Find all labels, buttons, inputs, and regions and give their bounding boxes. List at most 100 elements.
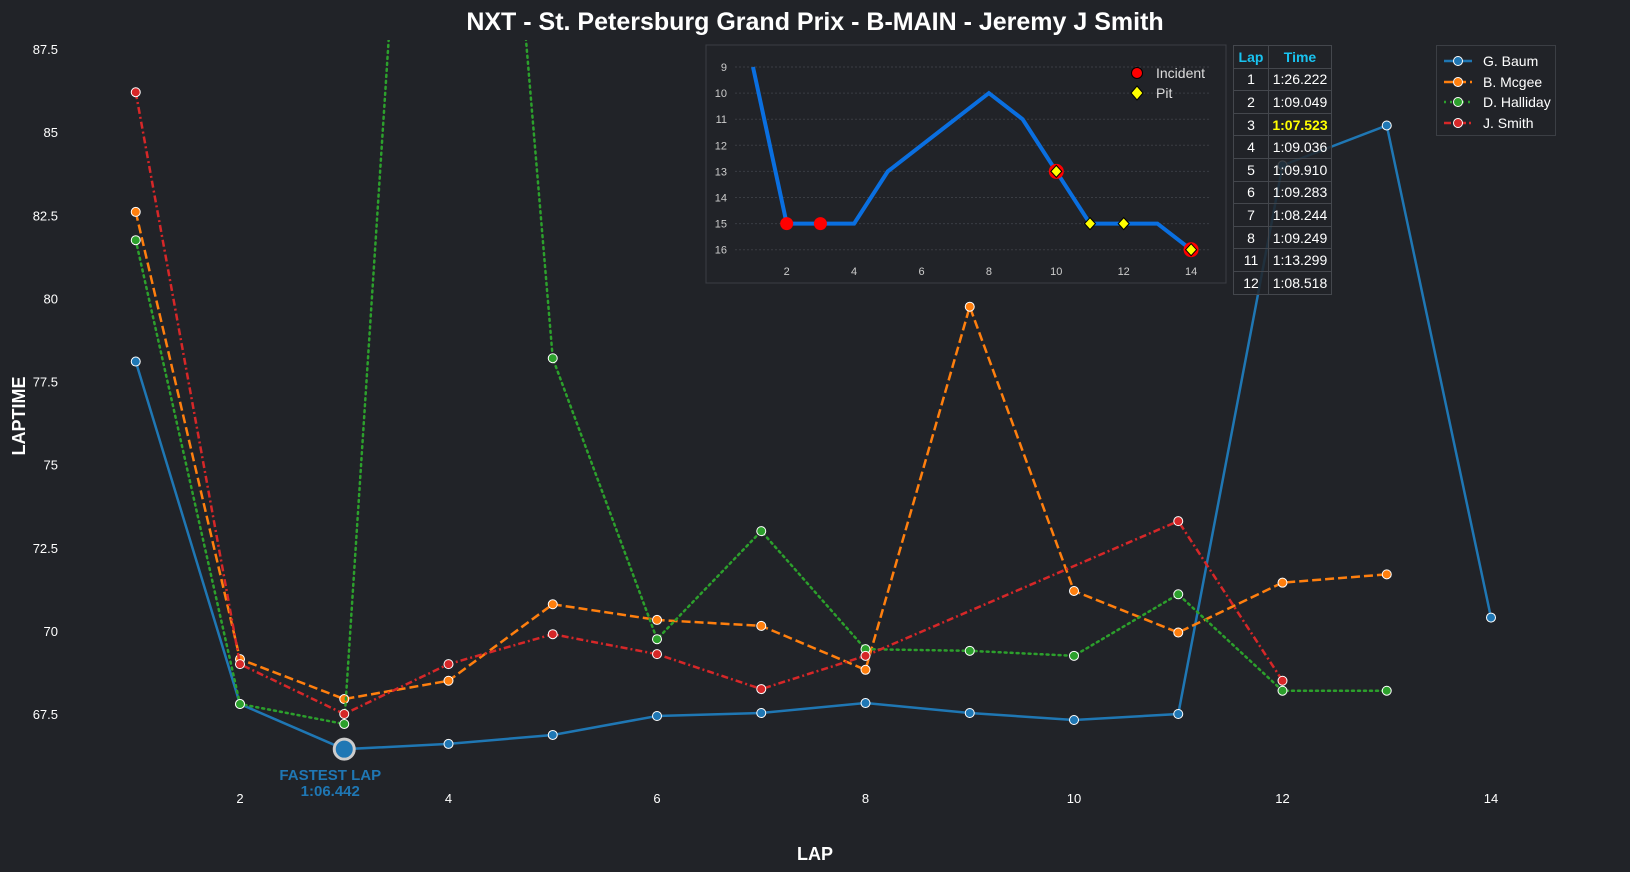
data-point: [964, 301, 975, 312]
legend-label: D. Halliday: [1483, 94, 1551, 111]
data-point: [860, 698, 871, 709]
incident-legend-label: Incident: [1156, 65, 1205, 81]
data-point: [547, 599, 558, 610]
x-tick-label: 4: [445, 791, 452, 806]
table-row: 4 1:09.036: [1233, 135, 1332, 159]
lap-number-cell: 2: [1233, 90, 1269, 114]
y-tick-label: 77.5: [33, 375, 58, 390]
data-point: [339, 709, 350, 719]
data-point: [443, 675, 454, 686]
data-point: [652, 634, 662, 645]
x-tick-label: 2: [236, 791, 243, 806]
lap-number-cell: 1: [1233, 67, 1269, 92]
pit-marker: [1050, 164, 1063, 179]
inset-x-tick-label: 10: [1050, 266, 1062, 278]
legend-item: D. Halliday: [1443, 92, 1555, 113]
table-row: 11 1:13.299: [1233, 248, 1332, 272]
legend-item: B. Mcgee: [1443, 72, 1555, 93]
fastest-lap-value: 1:06.442: [301, 783, 360, 800]
data-point: [339, 718, 350, 729]
fastest-lap-annotation: FASTEST LAP 1:06.442: [279, 737, 381, 800]
data-point: [1277, 577, 1288, 588]
data-point: [756, 526, 767, 537]
series-j-smith: [130, 87, 1288, 719]
inset-y-tick-label: 13: [715, 166, 727, 178]
inset-y-tick-label: 16: [715, 245, 727, 257]
x-tick-label: 10: [1067, 791, 1081, 806]
pit-legend-label: Pit: [1156, 85, 1172, 101]
data-point: [547, 629, 558, 640]
y-tick-label: 67.5: [33, 707, 58, 722]
lap-number-cell: 8: [1233, 225, 1269, 250]
pit-marker: [1184, 242, 1198, 257]
lap-times-table: Lap Time 1 1:26.222 2 1:09.049 3 1:07.523 4 1:0…: [1233, 45, 1332, 295]
data-point: [1069, 650, 1079, 661]
lap-number-cell: 6: [1233, 180, 1269, 205]
lap-number-cell: 4: [1233, 135, 1269, 159]
data-point: [130, 206, 141, 217]
data-point: [1381, 569, 1392, 580]
series-line: [134, 92, 1284, 716]
data-point: [443, 659, 454, 670]
inset-x-tick-label: 12: [1118, 266, 1130, 278]
data-point: [860, 650, 871, 661]
y-tick-label: 80: [44, 291, 58, 306]
inset-y-tick-label: 10: [715, 88, 727, 100]
lap-time-cell: 1:13.299: [1268, 248, 1332, 272]
lap-number-cell: 3: [1233, 112, 1269, 137]
inset-x-tick-label: 4: [851, 266, 857, 278]
table-row: 2 1:09.049: [1233, 90, 1332, 114]
table-row: 8 1:09.249: [1233, 225, 1332, 250]
inset-x-tick-label: 2: [784, 266, 790, 278]
legend-item: G. Baum: [1443, 51, 1555, 72]
inset-y-tick-label: 12: [715, 140, 727, 152]
table-row: 1 1:26.222: [1233, 67, 1332, 92]
data-point: [547, 729, 558, 740]
lap-time-cell: 1:09.910: [1268, 157, 1332, 182]
x-tick-label: 12: [1275, 791, 1289, 806]
data-point: [547, 353, 558, 364]
data-point: [1173, 627, 1184, 638]
table-row: 5 1:09.910: [1233, 157, 1332, 182]
data-point: [964, 708, 975, 719]
x-tick-label: 6: [653, 791, 660, 806]
data-point: [652, 649, 662, 660]
lap-number-cell: 11: [1233, 248, 1269, 272]
x-axis-label: LAP: [797, 844, 833, 864]
table-row: 6 1:09.283: [1233, 180, 1332, 205]
data-point: [1173, 516, 1184, 527]
legend-label: B. Mcgee: [1483, 73, 1543, 90]
data-point: [756, 620, 767, 631]
lap-time-cell: 1:09.249: [1268, 225, 1332, 250]
inset-legend: Incident Pit: [1130, 65, 1205, 101]
position-inset-chart: 9 10 11 12 13 14 15 16 2 4 6 8 10 12 14 Incident Pit: [705, 44, 1227, 284]
data-point: [756, 708, 767, 719]
y-tick-label: 75: [44, 458, 58, 473]
pit-legend-marker: [1130, 85, 1144, 101]
table-row: 3 1:07.523: [1233, 112, 1332, 137]
incident-marker: [813, 217, 827, 231]
lap-time-cell: 1:08.518: [1268, 270, 1332, 295]
data-point: [652, 614, 662, 625]
incident-marker: [780, 217, 794, 231]
data-point: [1173, 709, 1184, 719]
inset-x-tick-label: 6: [918, 266, 924, 278]
data-point: [130, 356, 141, 367]
y-tick-label: 82.5: [33, 208, 58, 223]
lap-time-cell: 1:09.036: [1268, 135, 1332, 159]
data-point: [1486, 612, 1496, 623]
y-tick-label: 70: [44, 624, 58, 639]
inset-y-tick-label: 14: [715, 193, 727, 205]
legend-item: J. Smith: [1443, 113, 1555, 134]
table-header-time: Time: [1268, 45, 1332, 69]
data-point: [652, 710, 662, 721]
y-tick-label: 85: [44, 125, 58, 140]
legend-swatch-icon: [1444, 97, 1472, 108]
y-axis-label: LAPTIME: [9, 377, 29, 456]
inset-y-tick-label: 9: [721, 62, 727, 74]
inset-y-tick-label: 15: [715, 219, 727, 231]
chart-title: NXT - St. Petersburg Grand Prix - B-MAIN…: [466, 8, 1163, 36]
data-point: [756, 684, 767, 695]
legend: G. Baum B. Mcgee D. Halliday J. Smith: [1436, 45, 1556, 136]
data-point: [235, 699, 245, 710]
